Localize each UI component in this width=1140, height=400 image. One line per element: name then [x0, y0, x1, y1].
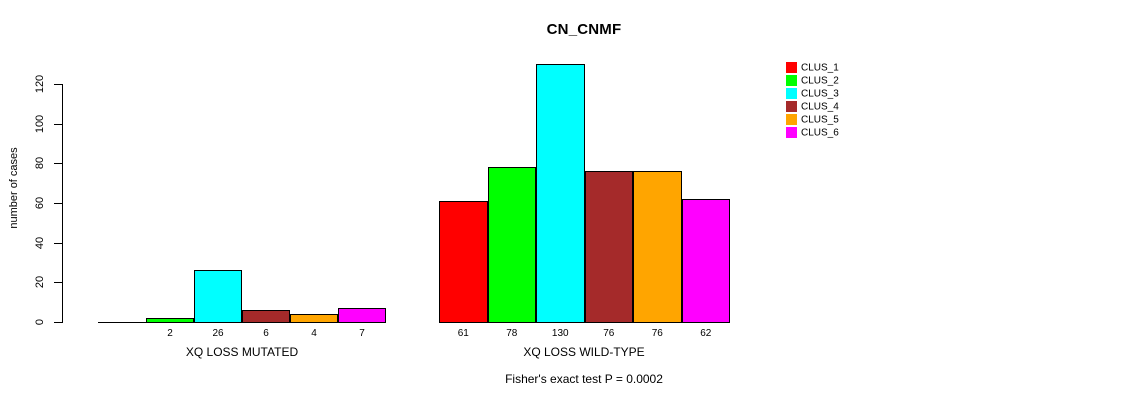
legend-item-label: CLUS_4: [801, 101, 839, 112]
bar-count-label: 26: [212, 328, 224, 339]
legend-item-label: CLUS_3: [801, 88, 839, 99]
bar: [338, 308, 386, 323]
y-axis-tick: [54, 322, 62, 323]
y-axis-tick-label: 40: [34, 236, 46, 249]
bar-count-label: 76: [603, 328, 615, 339]
chart-title: CN_CNMF: [546, 21, 622, 38]
y-axis-tick: [54, 123, 62, 125]
y-axis-tick-label: 20: [34, 276, 46, 289]
y-axis-tick: [54, 163, 62, 165]
y-axis-tick-label: 80: [34, 157, 46, 170]
y-axis-tick: [54, 203, 62, 204]
legend-swatch: [786, 101, 797, 112]
legend-item-label: CLUS_2: [801, 75, 839, 86]
y-axis-line: [62, 84, 63, 323]
y-axis-tick: [54, 84, 62, 85]
legend-item-label: CLUS_6: [801, 127, 839, 138]
bar-count-label: 6: [263, 328, 269, 339]
bar: [682, 199, 730, 323]
y-axis-tick-label: 60: [34, 196, 46, 210]
bar: [585, 171, 633, 323]
legend-item-label: CLUS_5: [801, 114, 839, 125]
bar: [290, 314, 338, 323]
bar-count-label: 130: [551, 328, 569, 339]
bar-count-label: 2: [167, 328, 173, 339]
bar-count-label: 7: [359, 328, 365, 339]
caption-fisher-exact-test: Fisher's exact test P = 0.0002: [505, 372, 663, 386]
bar-count-label: 78: [506, 328, 518, 339]
bar: [194, 270, 242, 323]
bar: [439, 201, 488, 323]
bar-count-label: 4: [311, 328, 317, 339]
y-axis-tick-label: 120: [34, 74, 46, 94]
group-label-xq-loss-wild-type: XQ LOSS WILD-TYPE: [523, 345, 645, 359]
legend-swatch: [786, 75, 797, 86]
bar: [488, 167, 536, 323]
legend-swatch: [786, 62, 797, 73]
bar: [146, 318, 194, 323]
bar: [536, 64, 585, 323]
bar: [242, 310, 290, 323]
y-axis-tick-label: 0: [34, 318, 46, 326]
y-axis-tick: [54, 242, 62, 244]
legend-swatch: [786, 88, 797, 99]
bar-count-label: 62: [700, 328, 712, 339]
bar-count-label: 76: [651, 328, 663, 339]
bar: [98, 322, 146, 323]
group-label-xq-loss-mutated: XQ LOSS MUTATED: [185, 345, 299, 359]
bar-count-label: 61: [457, 328, 469, 339]
legend-swatch: [786, 114, 797, 125]
y-axis-title: number of cases: [8, 147, 20, 229]
legend-item-label: CLUS_1: [801, 62, 839, 73]
y-axis-tick-label: 100: [34, 114, 46, 133]
legend-swatch: [786, 127, 797, 138]
y-axis-tick: [54, 282, 62, 284]
bar: [633, 171, 682, 323]
